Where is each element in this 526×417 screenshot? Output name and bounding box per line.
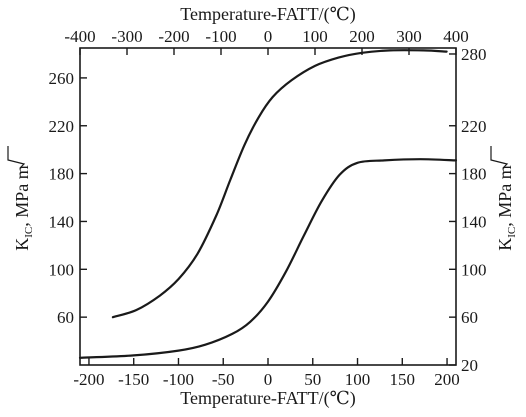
bottom-x-axis-ticks: -200 -150 -100 -50 0 50 100 150 200 [73, 358, 460, 389]
bottom-x-tick-label: -50 [212, 370, 235, 389]
right-y-sqrt-symbol [490, 146, 509, 169]
series-layer [78, 49, 458, 359]
left-y-title-k: K [12, 238, 32, 251]
top-x-tick-label: -400 [64, 27, 95, 46]
top-x-tick-label: -300 [111, 27, 142, 46]
right-y-axis-ticks: 20 60 100 140 180 220 280 [449, 45, 487, 375]
bottom-x-tick-label: 100 [345, 370, 371, 389]
top-x-axis-title: Temperature-FATT/(℃) [180, 4, 355, 25]
right-y-title-sub: IC [506, 227, 518, 238]
svg-text:KIC, MPa m: KIC, MPa m [12, 165, 35, 251]
left-y-axis-ticks: 60 100 140 180 220 260 [49, 69, 87, 327]
left-y-title-sub: IC [23, 227, 35, 238]
bottom-x-tick-label: -150 [118, 370, 149, 389]
right-y-tick-label: 20 [461, 356, 478, 375]
right-y-tick-label: 180 [461, 165, 487, 184]
right-y-tick-label: 280 [461, 45, 487, 64]
right-y-title-root: m [495, 165, 515, 179]
left-y-tick-label: 60 [57, 308, 74, 327]
top-x-tick-label: -100 [205, 27, 236, 46]
right-y-tick-label: 220 [461, 117, 487, 136]
left-y-title-unit: , MPa [12, 179, 32, 227]
bottom-x-tick-label: -200 [73, 370, 104, 389]
left-y-tick-label: 140 [49, 212, 75, 231]
lower-transition-curve [78, 158, 458, 359]
top-x-tick-label: -200 [158, 27, 189, 46]
left-y-sqrt-symbol [7, 146, 26, 169]
bottom-x-tick-label: -100 [163, 370, 194, 389]
bottom-x-axis-title: Temperature-FATT/(℃) [180, 388, 355, 409]
left-y-tick-label: 260 [49, 69, 75, 88]
top-x-tick-label: 400 [443, 27, 469, 46]
bottom-x-tick-label: 200 [434, 370, 460, 389]
bottom-x-tick-label: 150 [390, 370, 416, 389]
top-x-tick-label: 300 [396, 27, 422, 46]
bottom-x-tick-label: 0 [264, 370, 273, 389]
left-y-tick-label: 100 [49, 260, 75, 279]
left-y-title-root: m [12, 165, 32, 179]
right-y-tick-label: 140 [461, 212, 487, 231]
right-y-tick-label: 100 [461, 260, 487, 279]
svg-text:KIC, MPa m: KIC, MPa m [495, 165, 518, 251]
upper-transition-curve [111, 49, 448, 319]
right-y-title-unit: , MPa [495, 179, 515, 227]
left-y-tick-label: 180 [49, 165, 75, 184]
top-x-tick-label: 100 [302, 27, 328, 46]
top-x-axis-ticks: -400 -300 -200 -100 0 100 200 300 400 [64, 27, 469, 55]
left-y-axis-title: KIC, MPa m [12, 165, 35, 251]
right-y-tick-label: 60 [461, 308, 478, 327]
bottom-x-tick-label: 50 [304, 370, 321, 389]
right-y-title-k: K [495, 238, 515, 251]
top-x-tick-label: 0 [264, 27, 273, 46]
left-y-tick-label: 220 [49, 117, 75, 136]
top-x-tick-label: 200 [349, 27, 375, 46]
plot-frame [79, 47, 457, 366]
right-y-axis-title: KIC, MPa m [495, 165, 518, 251]
